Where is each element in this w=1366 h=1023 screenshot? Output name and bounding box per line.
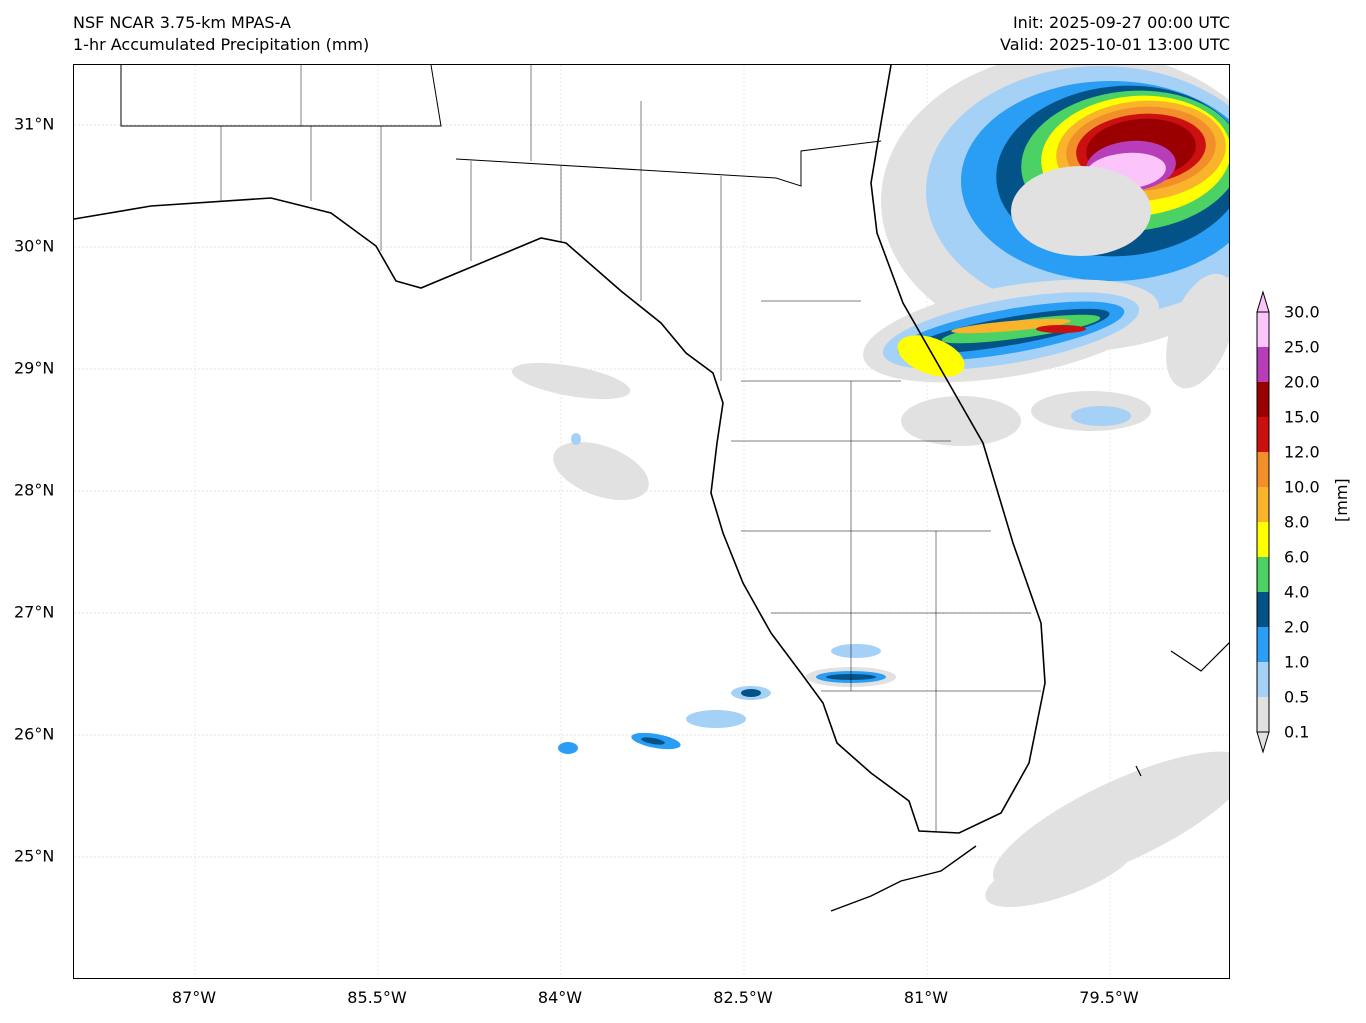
colorbar-segment: [1257, 487, 1269, 522]
init-time: Init: 2025-09-27 00:00 UTC: [1012, 13, 1230, 32]
precip-contour: [901, 396, 1021, 446]
precip-contour: [741, 689, 761, 697]
lon-label: 79.5°W: [1079, 988, 1139, 1007]
precipitation-field: [511, 65, 1229, 908]
precip-contour: [1071, 406, 1131, 426]
colorbar-tick-label: 0.1: [1284, 722, 1310, 742]
lat-label: 27°N: [14, 602, 55, 622]
colorbar-segment: [1257, 312, 1269, 347]
lat-label: 31°N: [14, 114, 55, 134]
colorbar-tick-label: 12.0: [1284, 442, 1320, 462]
lon-label: 84°W: [537, 988, 583, 1007]
colorbar-segment: [1257, 452, 1269, 487]
colorbar-segment: [1257, 347, 1269, 382]
precip-contour: [1036, 191, 1126, 251]
colorbar-label: [mm]: [1332, 478, 1351, 522]
bahamas-coast: [1135, 642, 1229, 777]
field-title: 1-hr Accumulated Precipitation (mm): [73, 35, 370, 54]
colorbar-tick-label: 25.0: [1284, 337, 1320, 357]
colorbar-tick-label: 1.0: [1284, 652, 1310, 672]
precip-contour: [1036, 325, 1086, 333]
state-border: [120, 65, 882, 187]
colorbar-segment: [1257, 417, 1269, 452]
lat-label: 25°N: [14, 846, 55, 866]
lat-label: 30°N: [14, 236, 55, 256]
colorbar-tick-label: 15.0: [1284, 407, 1320, 427]
precip-contour: [641, 737, 665, 745]
lat-label: 28°N: [14, 480, 55, 500]
precip-contour: [1166, 273, 1229, 389]
precip-contour: [553, 441, 649, 501]
colorbar-tick-label: 6.0: [1284, 547, 1310, 567]
colorbar-tick-label: 20.0: [1284, 372, 1320, 392]
precip-contour: [686, 710, 746, 728]
lon-label: 85.5°W: [347, 988, 407, 1007]
precip-contour: [951, 318, 1071, 334]
colorbar-segment: [1257, 382, 1269, 417]
precip-contour: [897, 335, 965, 377]
coastline: [74, 65, 1046, 834]
colorbar-segment: [1257, 697, 1269, 732]
colorbar-segment: [1257, 627, 1269, 662]
lon-label: 87°W: [171, 988, 217, 1007]
colorbar-segment: [1257, 592, 1269, 627]
colorbar-segment: [1257, 662, 1269, 697]
precip-contour: [831, 644, 881, 658]
precipitation-map: [73, 64, 1230, 979]
colorbar: [1256, 290, 1270, 754]
colorbar-tick-label: 2.0: [1284, 617, 1310, 637]
colorbar-min-arrow: [1256, 731, 1270, 754]
colorbar-tick-label: 4.0: [1284, 582, 1310, 602]
valid-time: Valid: 2025-10-01 13:00 UTC: [999, 35, 1230, 54]
colorbar-segment: [1257, 522, 1269, 557]
lat-label: 26°N: [14, 724, 55, 744]
lon-label: 82.5°W: [713, 988, 773, 1007]
colorbar-segment: [1257, 557, 1269, 592]
florida-keys: [830, 845, 977, 912]
map-canvas: [74, 65, 1229, 978]
colorbar-tick-label: 30.0: [1284, 302, 1320, 322]
colorbar-frame: [1256, 311, 1270, 733]
colorbar-tick-label: 0.5: [1284, 687, 1310, 707]
colorbar-max-arrow: [1256, 290, 1270, 313]
county-lines: [220, 65, 1041, 831]
colorbar-tick-label: 8.0: [1284, 512, 1310, 532]
precip-contour: [511, 362, 631, 400]
model-title: NSF NCAR 3.75-km MPAS-A: [73, 13, 291, 32]
precip-contour: [985, 834, 1137, 908]
coastline-and-borders: [74, 65, 1229, 912]
lat-label: 29°N: [14, 358, 55, 378]
lon-label: 81°W: [903, 988, 949, 1007]
precip-contour: [571, 433, 581, 445]
colorbar-tick-label: 10.0: [1284, 477, 1320, 497]
precip-contour: [558, 742, 578, 754]
